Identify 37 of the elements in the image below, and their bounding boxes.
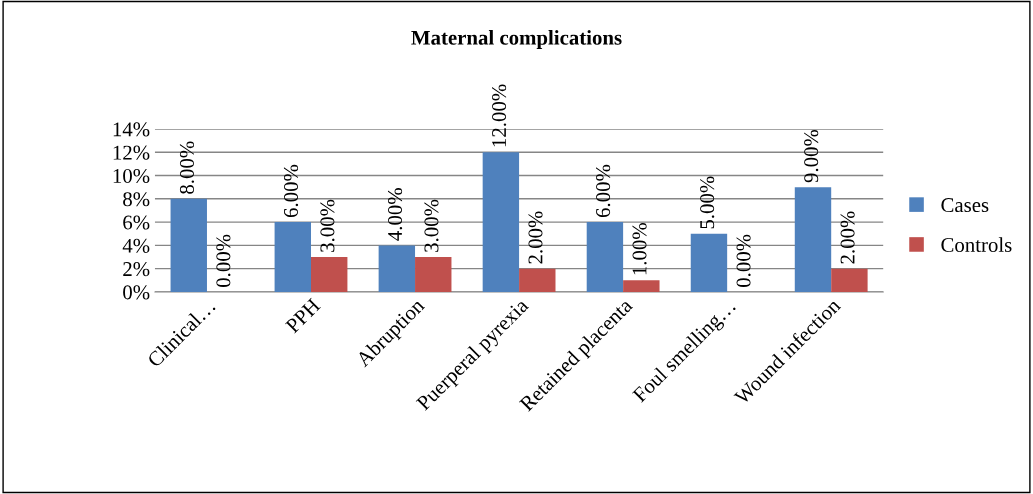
legend-label: Cases [941,198,989,213]
bar [586,222,624,292]
bar [519,268,556,292]
bar [170,198,207,292]
chart-title: Maternal complications [411,30,622,49]
data-label: 6.00% [596,164,611,218]
legend-label: Controls [941,237,1012,252]
bar [274,222,312,292]
data-label: 5.00% [700,176,715,229]
data-label: 4.00% [387,188,403,241]
y-tick-label: 4% [122,238,150,253]
y-tick-label: 14% [113,122,150,137]
bar [482,152,520,292]
data-label: 0.00% [216,234,231,287]
bar [623,280,660,292]
bar [831,268,868,292]
y-tick-label: 8% [123,192,150,207]
data-label: 9.00% [804,129,819,183]
data-label: 0.00% [736,234,751,287]
y-tick-label: 6% [123,215,150,230]
bar [794,187,832,292]
bar [690,233,728,292]
data-label: 1.00% [632,223,647,275]
bar [378,245,416,292]
y-tick-label: 0% [123,285,150,300]
y-tick-label: 2% [123,262,150,277]
data-label: 2.00% [840,211,855,264]
data-label: 12.00% [492,84,507,147]
bar [415,257,452,292]
y-tick-label: 12% [113,145,150,160]
y-tick-label: 10% [113,168,150,184]
data-label: 6.00% [283,164,299,218]
data-label: 8.00% [179,141,195,194]
data-label: 2.00% [528,211,543,264]
bar [311,257,348,292]
data-label: 3.00% [320,199,335,252]
data-label: 3.00% [424,199,439,252]
